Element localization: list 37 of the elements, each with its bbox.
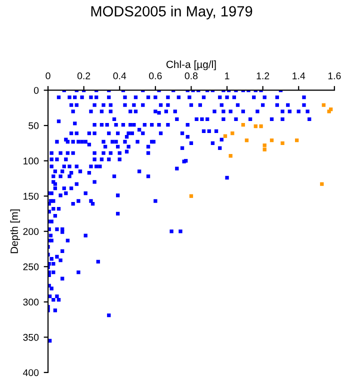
x-tick-label: 1: [225, 72, 230, 80]
x-tick-label: 0.4: [113, 72, 126, 80]
x-tick-label: 1.6: [328, 72, 341, 80]
y-tick-label: 400: [22, 369, 39, 376]
point: [262, 143, 266, 148]
point: [244, 138, 249, 142]
point: [329, 107, 333, 112]
x-tick-label: 1.2: [256, 72, 270, 80]
point: [262, 148, 266, 152]
y-tick-label: 50: [28, 122, 39, 130]
x-tick-label: 0.2: [77, 72, 90, 80]
x-axis-title: Chl-a [µg/l]: [166, 60, 216, 70]
x-tick-label: 0.8: [184, 72, 198, 80]
point: [320, 182, 324, 186]
y-tick-label: 300: [23, 298, 39, 306]
y-tick-label: 250: [23, 263, 39, 270]
chart-title: MODS2005 in May, 1979: [91, 6, 252, 20]
point: [254, 124, 258, 128]
y-tick-label: 350: [23, 334, 39, 341]
point: [270, 138, 274, 142]
y-axis-title: Depth [m]: [10, 210, 20, 254]
point: [230, 131, 234, 136]
y-tick-label: 150: [24, 192, 39, 200]
y-tick-label: 0: [34, 86, 39, 94]
x-tick-label: 0.6: [149, 72, 162, 80]
point: [223, 134, 228, 138]
x-tick-label: 0: [46, 72, 50, 80]
point: [259, 124, 263, 128]
point: [189, 194, 194, 198]
point: [322, 103, 326, 107]
y-tick-label: 200: [23, 228, 39, 235]
y-tick-label: 100: [24, 158, 39, 164]
point: [241, 122, 245, 127]
x-tick-label: 1.4: [292, 72, 306, 80]
point: [294, 138, 299, 142]
point: [280, 141, 284, 145]
point: [228, 154, 232, 158]
